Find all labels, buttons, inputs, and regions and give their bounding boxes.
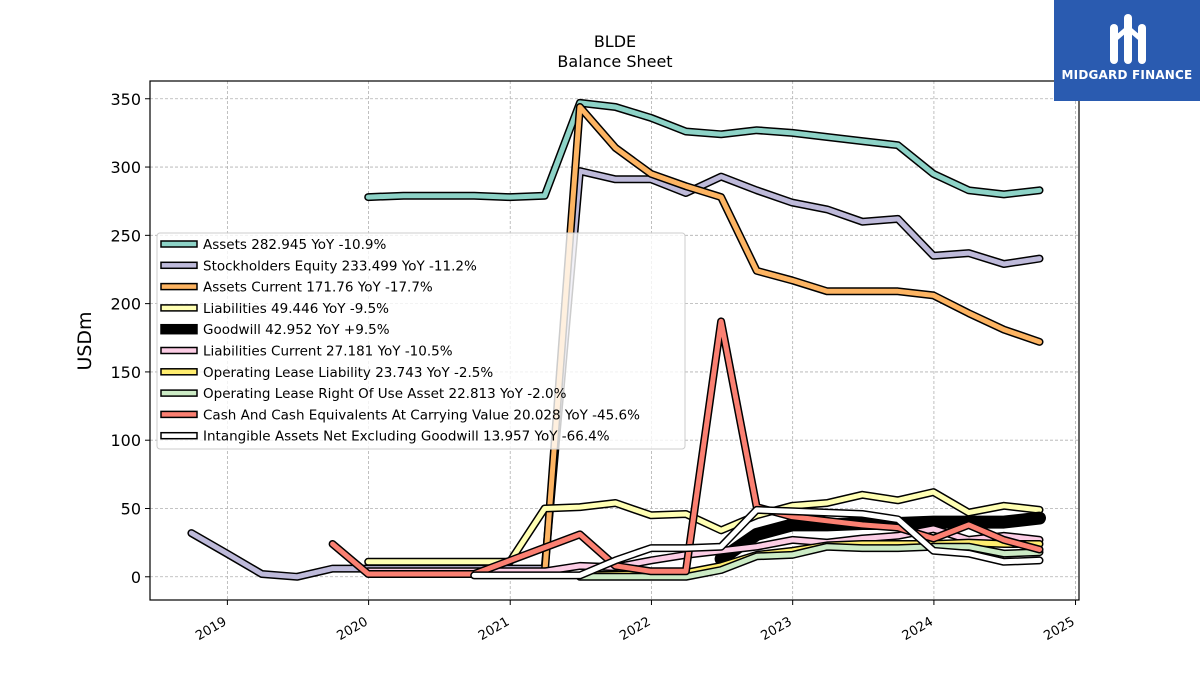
series-stroke [577,544,1042,580]
chart-title: BLDE [594,32,636,51]
series-lines [187,98,1046,581]
series-stroke [188,168,1042,580]
legend-swatch [160,323,198,335]
x-tick-label: 2022 [617,614,653,644]
series-line [575,542,1044,581]
series-line [364,98,1044,202]
y-axis-label: USDm [74,311,96,370]
series-stroke [330,318,1042,577]
legend-label: Stockholders Equity 233.499 YoY -11.2% [203,258,477,274]
x-tick-label: 2024 [900,614,936,644]
legend-swatch [160,368,198,376]
legend-label: Intangible Assets Net Excluding Goodwill… [203,429,610,445]
series-stroke [365,100,1042,200]
series-line [540,103,1044,578]
series-stroke [471,507,1042,578]
legend-label: Cash And Cash Equivalents At Carrying Va… [203,407,640,423]
logo-mark-icon [1110,14,1146,64]
y-tick-label: 100 [110,431,141,450]
legend-label: Operating Lease Liability 23.743 YoY -2.… [203,365,493,381]
y-tick-label: 300 [110,158,141,177]
x-tick-label: 2023 [759,614,795,644]
legend-swatch [160,410,198,419]
legend-swatch [160,261,198,270]
x-axis-ticks: 2019 2020 2021 2022 2023 2024 2025 [193,600,1078,644]
legend-label: Liabilities Current 27.181 YoY -10.5% [203,344,453,360]
y-tick-label: 0 [131,568,141,587]
legend-swatch [160,282,198,291]
legend: Assets 282.945 YoY -10.9% Stockholders Eq… [156,232,686,450]
legend-label: Assets 282.945 YoY -10.9% [203,237,387,253]
legend-label: Assets Current 171.76 YoY -17.7% [203,280,433,296]
legend-label: Operating Lease Right Of Use Asset 22.81… [203,386,567,402]
y-tick-label: 50 [121,499,141,518]
x-tick-label: 2021 [476,614,512,644]
series-line [364,488,1044,566]
y-tick-label: 200 [110,295,141,314]
y-tick-label: 350 [110,90,141,109]
y-tick-label: 250 [110,226,141,245]
legend-swatch [160,389,198,397]
series-stroke [365,489,1042,565]
x-tick-label: 2019 [193,614,229,644]
legend-swatch [160,304,198,312]
plot-frame [149,80,1080,601]
series-line [187,167,1044,581]
y-axis-ticks: 0 50 100 150 200 250 300 350 [110,90,150,587]
logo-text: MIDGARD FINANCE [1061,68,1193,82]
x-tick-label: 2020 [334,614,370,644]
y-tick-label: 150 [110,363,141,382]
legend-swatch [160,346,198,355]
legend-label: Liabilities 49.446 YoY -9.5% [203,301,389,317]
legend-swatch [160,431,198,440]
series-line [470,505,1044,580]
x-tick-label: 2025 [1041,614,1077,644]
legend-label: Goodwill 42.952 YoY +9.5% [203,322,390,338]
series-line [328,317,1044,578]
chart-subtitle: Balance Sheet [557,52,672,71]
series-stroke [542,104,1042,577]
legend-swatch [160,240,198,248]
midgard-finance-logo: MIDGARD FINANCE [1054,0,1200,101]
legend-box [156,232,686,450]
